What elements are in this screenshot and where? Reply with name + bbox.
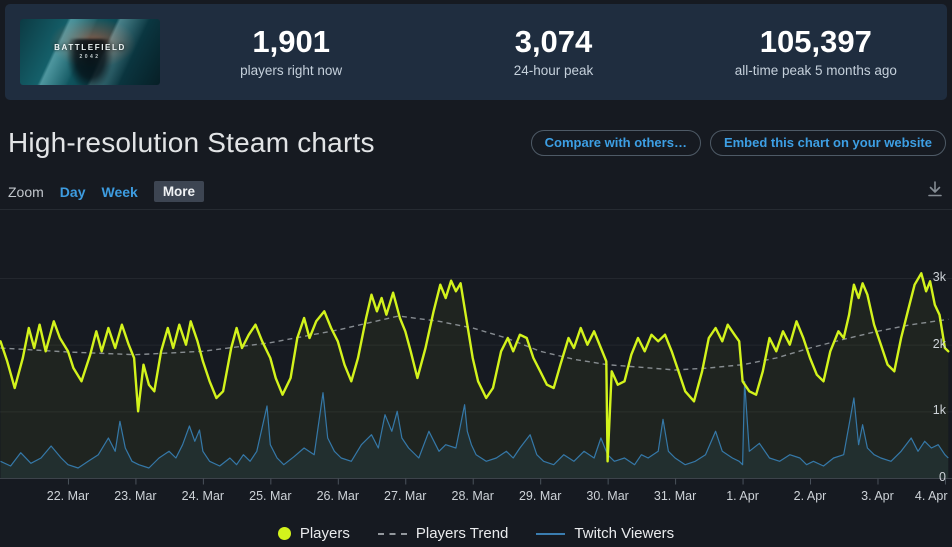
players-line (0, 272, 950, 463)
players-trend-line (0, 315, 949, 371)
y-axis-label: 3k (932, 270, 946, 284)
twitch-line-icon (536, 532, 566, 535)
stat-label: all-time peak 5 months ago (734, 62, 897, 78)
download-icon[interactable] (926, 180, 944, 203)
zoom-label: Zoom (8, 183, 44, 200)
x-axis-label: 4. Apr (914, 489, 948, 503)
players-dot-icon (277, 527, 291, 540)
x-axis-label: 1. Apr (726, 489, 759, 503)
zoom-day-link[interactable]: Day (59, 183, 86, 200)
stat-value: 1,901 (252, 24, 330, 60)
stat-players-right-now: 1,901 players right now (160, 26, 422, 78)
twitch-viewers-line (0, 380, 949, 469)
game-thumbnail[interactable]: BATTLEFIELD 2042 (20, 19, 160, 85)
stats-bar: BATTLEFIELD 2042 1,901 players right now… (5, 4, 947, 100)
x-axis-label: 22. Mar (46, 489, 90, 503)
stat-value: 3,074 (514, 24, 593, 60)
stats-group: 1,901 players right now 3,074 24-hour pe… (160, 26, 947, 78)
embed-chart-button[interactable]: Embed this chart on your website (709, 129, 946, 157)
x-axis-label: 29. Mar (518, 489, 562, 503)
stat-label: players right now (240, 62, 343, 78)
legend-item-players-trend[interactable]: Players Trend (377, 525, 508, 542)
zoom-week-link[interactable]: Week (101, 183, 138, 200)
x-axis-label: 25. Mar (249, 489, 292, 503)
x-axis-label: 31. Mar (653, 489, 697, 503)
x-axis-label: 27. Mar (384, 489, 427, 503)
toolbar-divider (0, 209, 952, 210)
players-area (0, 273, 949, 478)
chart-legend: Players Players Trend Twitch Viewers (0, 520, 952, 547)
title-buttons: Compare with others… Embed this chart on… (530, 129, 946, 157)
x-axis-label: 2. Apr (793, 489, 827, 503)
x-axis-label: 28. Mar (451, 489, 494, 503)
compare-with-others-button[interactable]: Compare with others… (530, 129, 701, 157)
x-axis-label: 26. Mar (316, 489, 359, 503)
y-axis-label: 1k (932, 403, 946, 418)
twitch-viewers-area (0, 381, 949, 478)
trend-dash-icon (377, 532, 407, 535)
x-axis-label: 23. Mar (114, 489, 157, 503)
page-title: High-resolution Steam charts (8, 127, 375, 158)
x-axis-label: 24. Mar (181, 489, 225, 503)
legend-item-twitch-viewers[interactable]: Twitch Viewers (536, 525, 674, 542)
stat-value: 105,397 (759, 24, 872, 60)
stat-label: 24-hour peak (513, 62, 594, 78)
stat-all-time-peak: 105,397 all-time peak 5 months ago (685, 26, 947, 78)
players-chart-plot[interactable] (0, 210, 952, 510)
legend-item-players[interactable]: Players (277, 525, 350, 542)
game-thumbnail-title: BATTLEFIELD (54, 43, 126, 52)
soldier-silhouette (67, 39, 113, 85)
y-axis-label: 0 (939, 470, 946, 484)
zoom-toolbar: Zoom Day Week More (8, 180, 944, 203)
y-axis-label: 2k (932, 336, 946, 351)
title-row: High-resolution Steam charts Compare wit… (8, 126, 946, 160)
stat-24-hour-peak: 3,074 24-hour peak (422, 26, 684, 78)
x-axis-label: 3. Apr (861, 489, 894, 503)
x-axis-label: 30. Mar (586, 489, 629, 503)
game-thumbnail-subtitle: 2042 (79, 54, 101, 60)
zoom-more-button[interactable]: More (153, 181, 205, 202)
